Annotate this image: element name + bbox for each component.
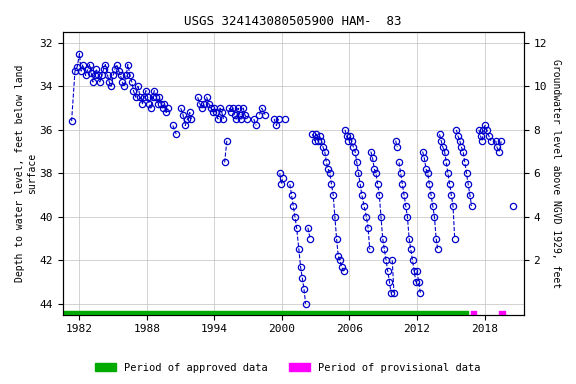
Y-axis label: Groundwater level above NGVD 1929, feet: Groundwater level above NGVD 1929, feet: [551, 59, 561, 288]
Legend: Period of approved data, Period of provisional data: Period of approved data, Period of provi…: [91, 359, 485, 377]
Title: USGS 324143080505900 HAM-  83: USGS 324143080505900 HAM- 83: [184, 15, 402, 28]
Y-axis label: Depth to water level, feet below land
surface: Depth to water level, feet below land su…: [15, 65, 37, 282]
